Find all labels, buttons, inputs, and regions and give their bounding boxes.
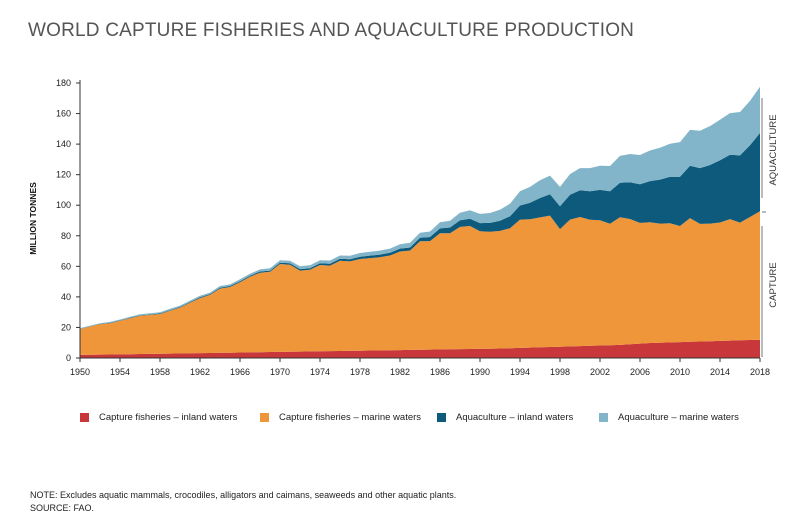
legend-item-aquaculture-marine: Aquaculture – marine waters: [599, 412, 739, 423]
x-tick-label: 1978: [350, 367, 370, 377]
band-label-aquaculture: AQUACULTURE: [768, 114, 779, 185]
x-tick-label: 1958: [150, 367, 170, 377]
x-tick-label: 2014: [710, 367, 730, 377]
y-tick-label: 100: [56, 200, 71, 210]
y-axis-label: MILLION TONNES: [28, 182, 38, 255]
x-tick-label: 1970: [270, 367, 290, 377]
y-tick-label: 140: [56, 139, 71, 149]
legend-item-capture-marine: Capture fisheries – marine waters: [260, 412, 421, 423]
x-tick-label: 2010: [670, 367, 690, 377]
legend-swatch: [437, 413, 446, 422]
legend-item-aquaculture-inland: Aquaculture – inland waters: [437, 412, 573, 423]
note-text: NOTE: Excludes aquatic mammals, crocodil…: [30, 490, 457, 500]
legend-label: Capture fisheries – marine waters: [279, 412, 422, 423]
source-text: SOURCE: FAO.: [30, 503, 95, 513]
x-tick-label: 1974: [310, 367, 330, 377]
x-tick-label: 1966: [230, 367, 250, 377]
x-tick-label: 1950: [70, 367, 90, 377]
band-label-capture: CAPTURE: [768, 262, 779, 307]
chart-plot: 0 20 40 60 80 100 120 140 160 180 1950 1954 1958 1962…: [28, 78, 779, 377]
x-tick-label: 1994: [510, 367, 530, 377]
series-area-capture-inland: [80, 339, 760, 358]
chart-notes: NOTE: Excludes aquatic mammals, crocodil…: [30, 489, 456, 515]
chart-legend: Capture fisheries – inland waters Captur…: [0, 412, 809, 432]
y-tick-label: 40: [61, 292, 71, 302]
x-tick-label: 2006: [630, 367, 650, 377]
legend-label: Capture fisheries – inland waters: [99, 412, 238, 423]
chart-title: WORLD CAPTURE FISHERIES AND AQUACULTURE …: [28, 20, 635, 41]
y-tick-label: 160: [56, 109, 71, 119]
legend-item-capture-inland: Capture fisheries – inland waters: [80, 412, 237, 423]
x-tick-label: 1990: [470, 367, 490, 377]
y-tick-label: 180: [56, 78, 71, 88]
x-tick-label: 1954: [110, 367, 130, 377]
legend-swatch: [599, 413, 608, 422]
y-tick-label: 120: [56, 170, 71, 180]
series-area-capture-marine: [80, 211, 760, 355]
y-tick-label: 80: [61, 231, 71, 241]
y-tick-label: 20: [61, 322, 71, 332]
x-tick-label: 2018: [750, 367, 770, 377]
legend-swatch: [260, 413, 269, 422]
y-tick-label: 0: [66, 353, 71, 363]
legend-label: Aquaculture – inland waters: [456, 412, 574, 423]
x-tick-label: 1982: [390, 367, 410, 377]
legend-label: Aquaculture – marine waters: [618, 412, 739, 423]
y-tick-label: 60: [61, 261, 71, 271]
x-tick-label: 1962: [190, 367, 210, 377]
x-tick-label: 1998: [550, 367, 570, 377]
x-tick-label: 2002: [590, 367, 610, 377]
legend-swatch: [80, 413, 89, 422]
x-tick-label: 1986: [430, 367, 450, 377]
